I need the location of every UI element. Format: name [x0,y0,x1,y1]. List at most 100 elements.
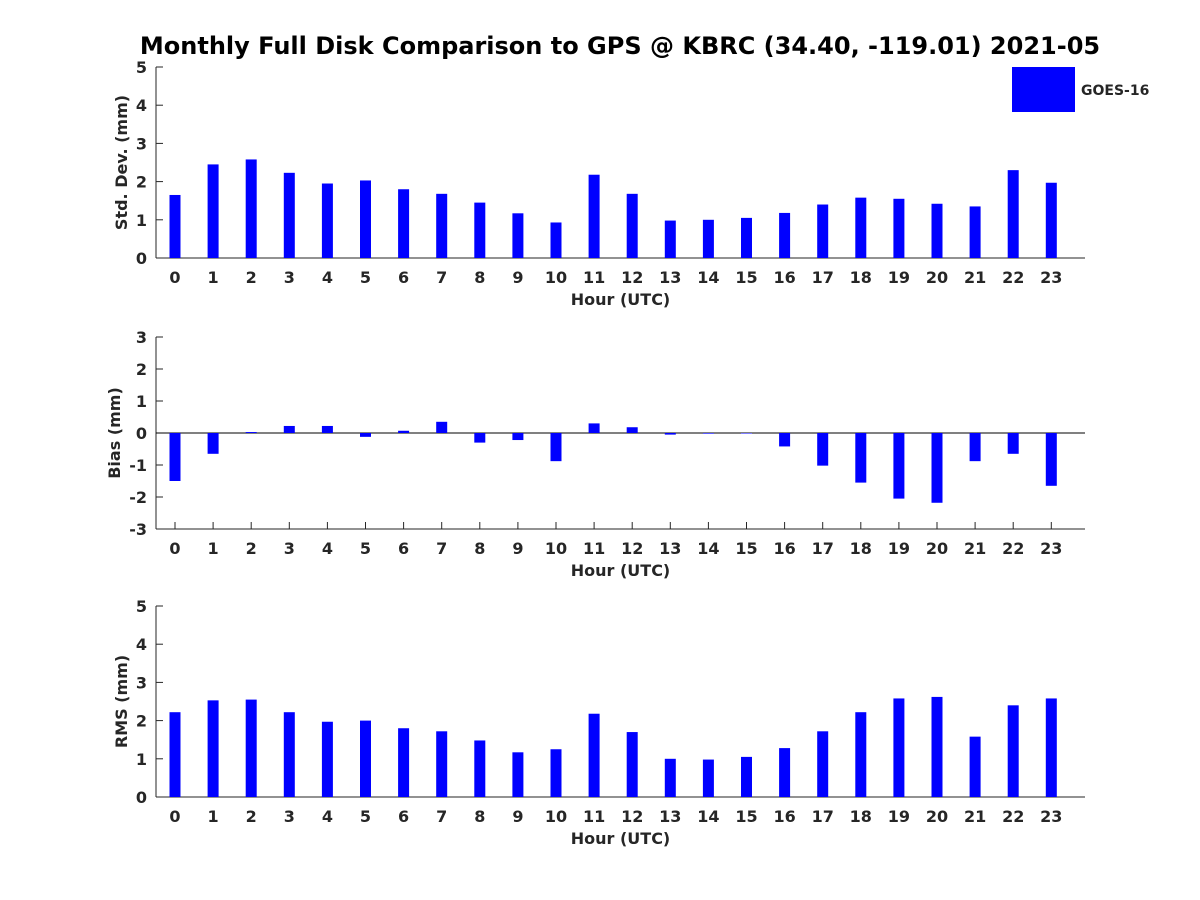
x-tick-label: 15 [735,539,757,558]
x-tick-label: 11 [583,807,605,826]
x-tick-label: 10 [545,268,567,287]
y-tick-label: 0 [136,424,147,443]
bar-hour-12 [626,193,638,258]
y-tick-label: 2 [136,360,147,379]
bar-hour-11 [588,713,600,797]
y-tick-label: 0 [136,249,147,268]
bar-hour-1 [207,164,219,258]
bar-hour-3 [283,172,295,258]
x-tick-label: 18 [850,268,872,287]
bar-hour-15 [741,217,752,258]
x-axis-label: Hour (UTC) [571,829,671,848]
bar-hour-3 [283,712,295,797]
x-tick-label: 9 [512,807,523,826]
bar-hour-17 [817,204,829,258]
x-tick-label: 2 [246,268,257,287]
bar-hour-0 [169,433,181,481]
x-tick-label: 4 [322,807,333,826]
x-tick-label: 21 [964,539,986,558]
bar-hour-11 [588,174,600,258]
bar-hour-14 [702,433,714,434]
bar-hour-15 [741,756,752,797]
bar-hour-3 [283,425,295,433]
bar-hour-5 [360,433,371,437]
y-tick-label: 4 [136,635,147,654]
bar-hour-22 [1007,170,1019,258]
bar-hour-19 [893,198,905,258]
y-tick-label: 3 [136,673,147,692]
x-tick-label: 1 [208,268,219,287]
bar-hour-14 [702,759,714,797]
x-tick-label: 15 [735,268,757,287]
bar-hour-13 [664,758,676,797]
x-tick-label: 5 [360,807,371,826]
bar-hour-16 [779,212,791,258]
bar-hour-10 [550,222,562,258]
chart-title: Monthly Full Disk Comparison to GPS @ KB… [140,32,1100,60]
y-tick-label: -2 [129,488,147,507]
x-tick-label: 3 [284,807,295,826]
x-tick-label: 16 [773,539,795,558]
y-axis-label: RMS (mm) [112,655,131,748]
y-tick-label: -3 [129,520,147,539]
bar-hour-6 [398,728,410,797]
y-tick-label: 0 [136,788,147,807]
x-tick-label: 17 [812,539,834,558]
x-tick-label: 22 [1002,268,1024,287]
bar-hour-0 [169,194,181,258]
bar-hour-16 [779,433,791,447]
bar-hour-23 [1045,433,1057,486]
x-tick-label: 2 [246,807,257,826]
legend: GOES-16 [1012,67,1149,112]
x-tick-label: 10 [545,539,567,558]
y-tick-label: 2 [136,173,147,192]
x-tick-label: 4 [322,268,333,287]
legend-label: GOES-16 [1081,83,1149,99]
bar-hour-23 [1045,182,1057,258]
x-tick-label: 7 [436,539,447,558]
x-tick-label: 22 [1002,807,1024,826]
y-tick-label: 3 [136,328,147,347]
x-tick-label: 23 [1040,807,1062,826]
x-tick-label: 11 [583,539,605,558]
x-tick-label: 6 [398,807,409,826]
y-tick-label: 4 [136,96,147,115]
bar-hour-7 [436,731,448,797]
bar-hour-4 [321,425,333,433]
x-tick-label: 20 [926,807,948,826]
y-tick-label: 1 [136,211,147,230]
bar-hour-0 [169,712,181,797]
x-tick-label: 21 [964,268,986,287]
bar-hour-23 [1045,698,1057,797]
bar-hour-6 [398,430,410,433]
x-tick-label: 9 [512,539,523,558]
x-tick-label: 23 [1040,268,1062,287]
x-tick-label: 18 [850,539,872,558]
x-tick-label: 7 [436,807,447,826]
x-tick-label: 6 [398,539,409,558]
x-tick-label: 13 [659,539,681,558]
x-tick-label: 23 [1040,539,1062,558]
bar-hour-21 [969,433,981,462]
x-tick-label: 13 [659,268,681,287]
bar-hour-8 [474,433,486,443]
bar-hour-15 [741,433,752,434]
bar-hour-10 [550,433,562,462]
x-tick-label: 11 [583,268,605,287]
bar-hour-21 [969,206,981,258]
bar-hour-7 [436,421,448,433]
y-tick-label: 3 [136,134,147,153]
y-tick-label: 1 [136,750,147,769]
x-tick-label: 17 [812,807,834,826]
x-tick-label: 13 [659,807,681,826]
x-tick-label: 19 [888,539,910,558]
bar-hour-20 [931,203,943,258]
y-tick-label: -1 [129,456,147,475]
bar-hour-18 [855,712,867,797]
x-tick-label: 5 [360,539,371,558]
x-tick-label: 8 [474,539,485,558]
x-tick-label: 12 [621,539,643,558]
x-tick-label: 22 [1002,539,1024,558]
x-axis-label: Hour (UTC) [571,290,671,309]
